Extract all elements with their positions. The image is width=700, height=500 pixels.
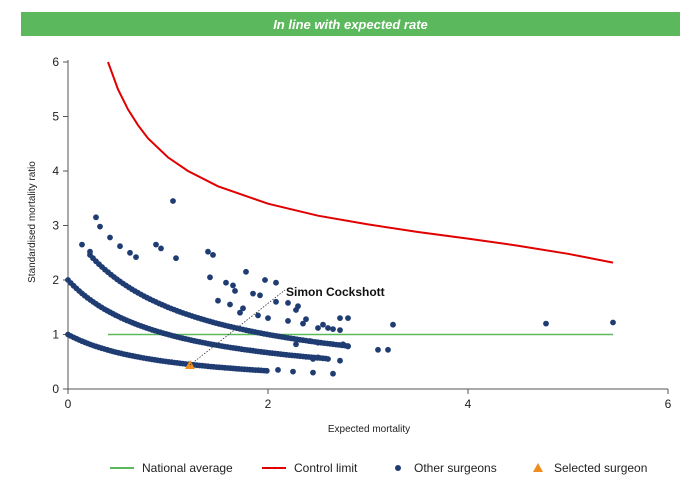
surgeon-point [207,274,213,281]
surgeon-point [303,316,309,323]
surgeon-point [232,288,238,294]
surgeon-point [205,248,211,255]
legend-label: Other surgeons [414,461,497,475]
surgeon-point [325,325,331,331]
surgeon-point [315,354,321,361]
surgeon-point [230,282,236,289]
surgeon-point [255,312,261,319]
surgeon-point [117,243,123,250]
surgeon-point [237,309,243,316]
surgeon-point [330,370,336,377]
y-tick-label: 5 [52,110,59,124]
surgeon-point [330,326,336,332]
legend-symbol-dot [395,465,401,471]
surgeon-point [385,346,391,353]
y-tick-label: 1 [52,328,59,342]
legend: National average Control limit Other surge… [110,461,647,475]
surgeon-point [262,277,268,283]
surgeon-point [337,357,343,364]
surgeon-point [273,279,279,286]
x-tick-label: 4 [465,397,472,411]
surgeon-point [79,241,85,248]
surgeon-point [543,320,549,327]
surgeon-point [295,303,301,310]
surgeon-point [243,268,249,275]
surgeon-point [610,319,616,326]
y-tick-label: 3 [52,219,59,233]
chart-title-banner: In line with expected rate [21,12,680,36]
surgeon-point [310,356,316,362]
surgeon-point [300,320,306,327]
annotation: Simon Cockshott [189,285,385,366]
surgeon-point [390,321,396,328]
surgeon-point [250,290,256,297]
surgeon-point [273,298,279,305]
surgeon-point [293,341,299,348]
y-tick-label: 2 [52,273,59,287]
y-tick-label: 0 [52,382,59,396]
legend-label: Control limit [294,461,358,475]
surgeon-point [227,301,233,308]
surgeon-point [337,327,343,333]
surgeon-point [93,214,99,221]
surgeon-point [210,252,216,258]
legend-label: National average [142,461,233,475]
surgeon-point [315,325,321,331]
surgeon-point [173,255,179,262]
y-tick-label: 4 [52,164,59,178]
other-surgeons-series [65,198,616,377]
surgeon-point [375,346,381,353]
surgeon-point [215,297,221,304]
surgeon-point [290,368,296,375]
surgeon-point [257,292,263,299]
surgeon-point [158,245,164,252]
surgeon-point [223,279,229,286]
surgeon-point [275,367,281,373]
y-axis-title: Standardised mortality ratio [27,161,38,283]
annotation-leader-line [189,289,286,366]
legend-label: Selected surgeon [554,461,647,475]
y-tick-label: 6 [52,55,59,69]
surgeon-point [320,321,326,328]
surgeon-point [127,249,133,256]
surgeon-point [107,234,113,241]
surgeon-point [345,343,351,350]
x-axis-title: Expected mortality [328,424,410,435]
surgeon-point [133,254,139,260]
surgeon-point [170,198,176,204]
surgeon-point [285,318,291,324]
surgeon-point [337,315,343,321]
x-tick-label: 2 [265,397,272,411]
surgeon-point [315,339,321,346]
surgeon-point [307,338,313,344]
annotation-label: Simon Cockshott [286,285,385,299]
surgeon-point [325,356,331,362]
x-tick-label: 6 [665,397,672,411]
legend-symbol-triangle [533,463,543,472]
surgeon-point [240,305,246,312]
surgeon-point [310,369,316,376]
surgeon-point [265,315,271,321]
surgeon-point [153,241,159,248]
surgeon-point [345,315,351,321]
control-limit-series [107,61,614,264]
surgeon-point [97,223,103,230]
surgeon-point [87,248,93,255]
control-limit-line [107,61,614,264]
surgeon-point [340,341,346,348]
surgeon-point [285,300,291,306]
chart-title: In line with expected rate [273,16,428,32]
surgeon-point [263,367,270,374]
x-tick-label: 0 [65,397,72,411]
